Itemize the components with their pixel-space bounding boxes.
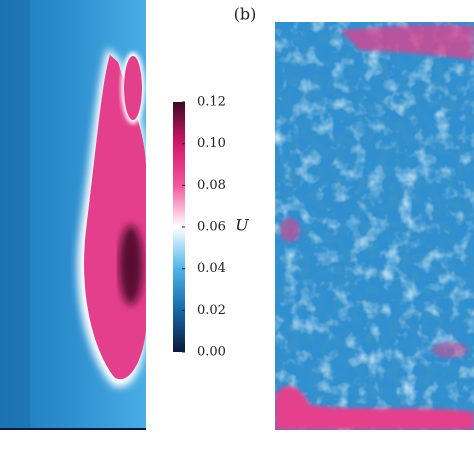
y-tick-label: 0.04 — [197, 261, 226, 276]
colorbar-label: U — [235, 216, 249, 235]
colorbar — [173, 102, 185, 352]
y-tick-label: 0.00 — [197, 345, 226, 360]
y-tick-label: 0.08 — [197, 178, 226, 193]
y-tick-label: 0.10 — [197, 136, 226, 151]
y-tick-label: 0.02 — [197, 303, 226, 318]
y-tick-label: 0.12 — [197, 95, 226, 110]
panel-label: (b) — [234, 5, 257, 24]
left-field — [0, 0, 146, 430]
right-field — [275, 22, 474, 430]
y-tick-label: 0.06 — [197, 220, 226, 235]
